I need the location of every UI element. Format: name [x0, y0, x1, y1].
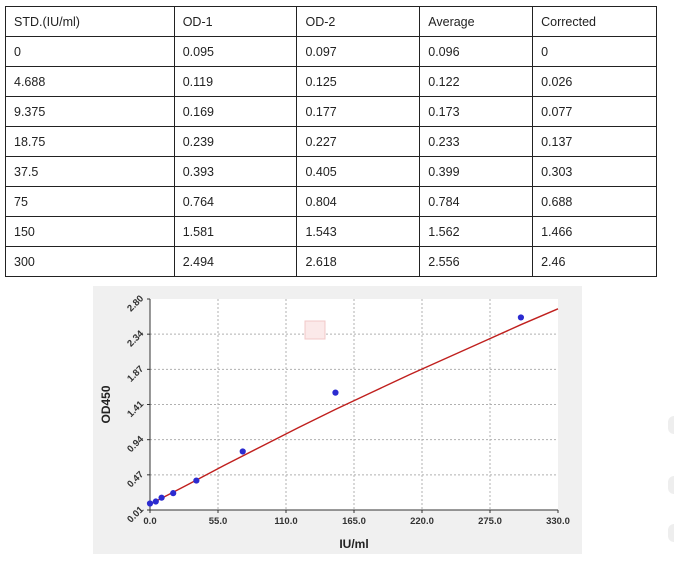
x-tick-label: 165.0	[342, 516, 366, 527]
table-row: 150 1.581 1.543 1.562 1.466	[5, 216, 657, 247]
table-cell: 0.122	[419, 66, 534, 97]
edge-decoration	[668, 476, 674, 494]
data-point	[193, 477, 200, 484]
x-tick-label: 330.0	[546, 516, 570, 527]
table-cell: 0.169	[173, 96, 298, 127]
table-cell: 0.125	[296, 66, 421, 97]
table-cell: 1.543	[296, 216, 421, 247]
table-cell: 0.393	[173, 156, 298, 187]
table-cell: 0	[5, 36, 175, 67]
y-tick-label: 1.87	[125, 364, 146, 385]
table-cell: 0.026	[532, 66, 657, 97]
data-point	[517, 314, 525, 321]
table-cell: 300	[5, 246, 175, 277]
table-row: 4.688 0.119 0.125 0.122 0.026	[5, 66, 657, 97]
table-cell: 9.375	[5, 96, 175, 127]
table-cell: 0.239	[173, 126, 298, 157]
header-std: STD.(IU/ml)	[5, 6, 175, 37]
table-row: 37.5 0.393 0.405 0.399 0.303	[5, 156, 657, 187]
y-axis-label: OD450	[99, 385, 113, 423]
y-tick-label: 2.34	[125, 328, 146, 349]
table-cell: 0.137	[532, 126, 657, 157]
data-point	[239, 448, 246, 455]
x-tick-label: 0.0	[143, 516, 156, 527]
table-cell: 150	[5, 216, 175, 247]
y-tick-label: 0.94	[125, 434, 146, 455]
y-tick-label: 2.80	[125, 293, 146, 314]
edge-decoration	[668, 416, 674, 434]
table-cell: 0.804	[296, 186, 421, 217]
watermark-mark	[304, 320, 326, 340]
table-cell: 18.75	[5, 126, 175, 157]
table-row: 0 0.095 0.097 0.096 0	[5, 36, 657, 67]
header-od1: OD-1	[173, 6, 298, 37]
table-cell: 4.688	[5, 66, 175, 97]
x-tick-label: 55.0	[209, 516, 228, 527]
table-cell: 0	[532, 36, 657, 67]
table-row: 300 2.494 2.618 2.556 2.46	[5, 246, 657, 277]
table-cell: 1.466	[532, 216, 657, 247]
x-tick-label: 220.0	[410, 516, 434, 527]
chart-svg: 0.0 55.0 110.0 165.0 220.0 275.0 330.00.010.47…	[99, 293, 570, 551]
header-corrected: Corrected	[532, 6, 657, 37]
standards-table: STD.(IU/ml) OD-1 OD-2 Average Corrected …	[5, 6, 657, 277]
fit-curve	[149, 308, 559, 505]
x-tick-label: 275.0	[478, 516, 502, 527]
table-cell: 1.581	[173, 216, 298, 247]
table-cell: 0.097	[296, 36, 421, 67]
table-cell: 2.46	[532, 246, 657, 277]
table-cell: 0.399	[419, 156, 534, 187]
table-header-row: STD.(IU/ml) OD-1 OD-2 Average Corrected	[5, 6, 657, 37]
data-point	[158, 494, 165, 501]
standard-curve-chart: 0.0 55.0 110.0 165.0 220.0 275.0 330.0 0.01 0.47…	[93, 286, 582, 554]
table-cell: 0.227	[296, 126, 421, 157]
table-cell: 0.173	[419, 96, 534, 127]
y-tick-label: 1.41	[125, 398, 146, 419]
table-cell: 2.556	[419, 246, 534, 277]
table-row: 18.75 0.239 0.227 0.233 0.137	[5, 126, 657, 157]
table-cell: 0.405	[296, 156, 421, 187]
table-cell: 0.096	[419, 36, 534, 67]
data-point	[170, 490, 177, 497]
x-axis-label: IU/ml	[339, 537, 368, 551]
edge-decoration	[668, 524, 674, 542]
table-cell: 0.077	[532, 96, 657, 127]
table-cell: 2.618	[296, 246, 421, 277]
table-row: 9.375 0.169 0.177 0.173 0.077	[5, 96, 657, 127]
table-cell: 1.562	[419, 216, 534, 247]
table-cell: 0.688	[532, 186, 657, 217]
data-point	[332, 389, 339, 396]
table-cell: 0.764	[173, 186, 298, 217]
data-point	[152, 498, 159, 505]
header-average: Average	[419, 6, 534, 37]
table-cell: 0.095	[173, 36, 298, 67]
table-cell: 0.233	[419, 126, 534, 157]
table-cell: 75	[5, 186, 175, 217]
table-cell: 0.784	[419, 186, 534, 217]
data-point	[146, 500, 154, 507]
table-cell: 0.119	[173, 66, 298, 97]
y-tick-label: 0.47	[125, 469, 146, 490]
x-tick-label: 110.0	[274, 516, 297, 527]
table-cell: 0.303	[532, 156, 657, 187]
table-cell: 2.494	[173, 246, 298, 277]
table-cell: 0.177	[296, 96, 421, 127]
table-cell: 37.5	[5, 156, 175, 187]
header-od2: OD-2	[296, 6, 421, 37]
table-row: 75 0.764 0.804 0.784 0.688	[5, 186, 657, 217]
